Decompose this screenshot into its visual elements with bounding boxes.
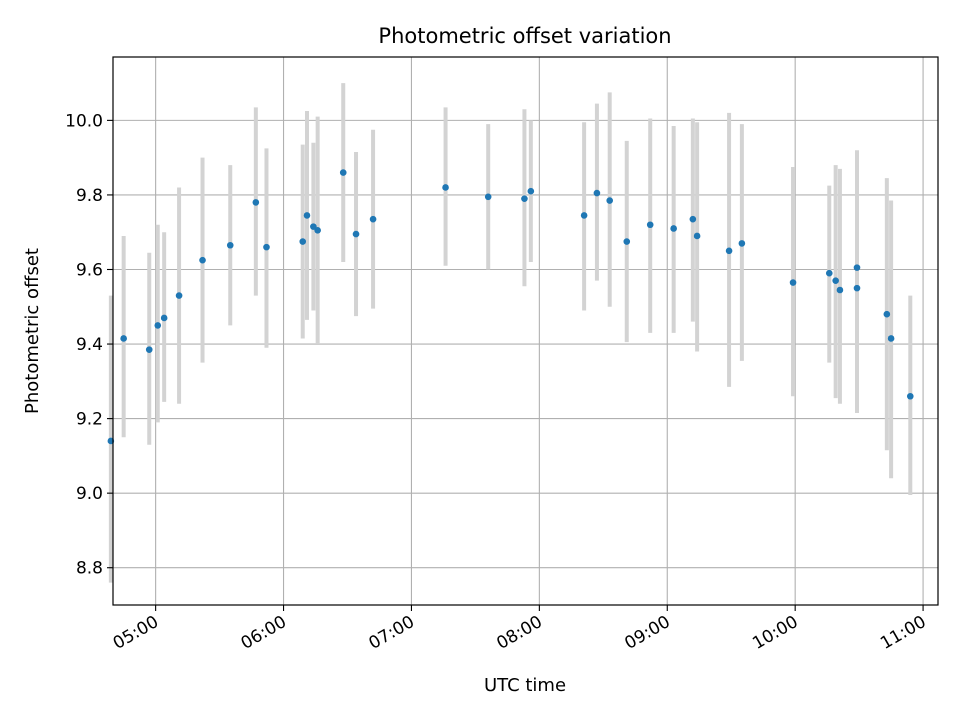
data-point (263, 243, 270, 251)
data-point (154, 322, 162, 329)
y-tick-label: 9.4 (76, 335, 103, 355)
y-tick-label: 10.0 (65, 111, 103, 131)
data-point (252, 199, 260, 206)
data-point (825, 269, 833, 277)
y-tick-label: 9.0 (76, 484, 103, 504)
data-point (689, 215, 697, 223)
data-point (836, 286, 844, 294)
data-point (314, 227, 321, 234)
data-point (303, 212, 311, 219)
data-point (299, 238, 307, 245)
data-point (623, 238, 631, 245)
plot-frame (112, 56, 939, 606)
data-point (310, 223, 317, 230)
data-point (484, 193, 492, 201)
data-point (853, 264, 861, 271)
data-point (738, 240, 746, 247)
x-axis-label: UTC time (484, 675, 566, 696)
data-point (145, 346, 153, 353)
data-point (199, 256, 206, 264)
data-point (725, 247, 733, 255)
data-point (646, 221, 654, 229)
chart-title: Photometric offset variation (378, 24, 671, 48)
data-point (527, 187, 535, 195)
data-point (580, 212, 588, 219)
data-point (606, 197, 614, 204)
data-point (120, 335, 127, 342)
data-points (107, 169, 914, 445)
data-point (906, 392, 914, 400)
y-tick-label: 9.6 (76, 260, 103, 280)
data-point (832, 277, 839, 284)
data-point (339, 169, 347, 176)
y-axis: 8.8 9.0 9.2 9.4 9.6 9.8 10.0 (65, 111, 113, 579)
data-point (160, 314, 168, 322)
data-point (352, 230, 360, 238)
data-point (521, 195, 528, 202)
data-point (670, 225, 677, 232)
y-tick-label: 9.8 (76, 186, 103, 206)
data-point (789, 279, 797, 286)
y-tick-label: 9.2 (76, 410, 103, 430)
data-point (883, 310, 891, 318)
data-point (593, 189, 601, 197)
data-point (369, 215, 377, 223)
data-point (175, 292, 183, 299)
data-point (693, 232, 701, 240)
data-point (442, 184, 449, 191)
y-tick-label: 8.8 (76, 559, 103, 579)
y-axis-label: Photometric offset (22, 248, 43, 414)
data-point (226, 241, 234, 249)
data-point (853, 284, 861, 292)
data-point (887, 335, 895, 342)
